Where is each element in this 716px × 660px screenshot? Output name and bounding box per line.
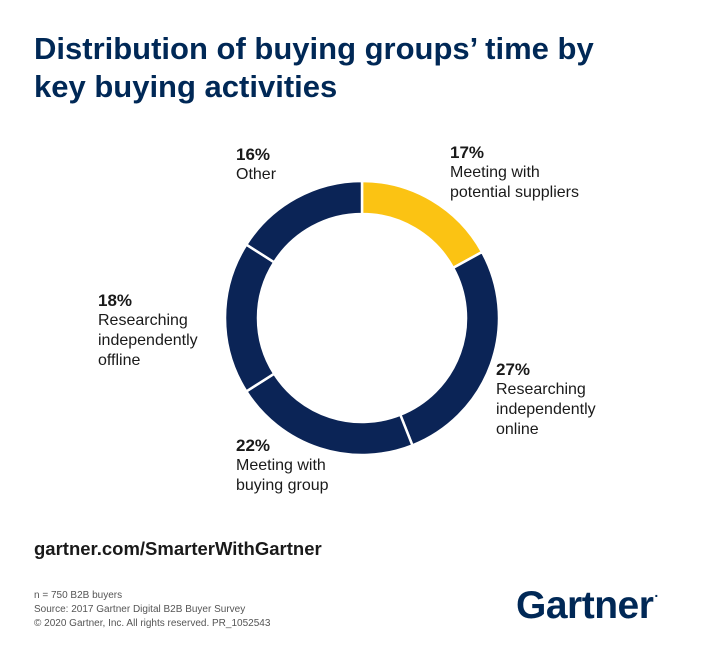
slice-label-meeting-buying-group: 22% Meeting with buying group <box>236 436 329 496</box>
slice-text: Meeting with <box>236 457 326 474</box>
slice-pct: 27% <box>496 360 531 379</box>
slice-text: Researching <box>98 312 188 329</box>
slice-text: independently <box>496 401 596 418</box>
donut-slice-5 <box>244 179 364 264</box>
slice-pct: 17% <box>450 143 485 162</box>
slice-text: Researching <box>496 381 586 398</box>
footnote-sample: n = 750 B2B buyers <box>34 590 123 601</box>
slice-text: online <box>496 421 539 438</box>
chart-title-line-1: Distribution of buying groups’ time by <box>34 31 594 66</box>
slice-text: independently <box>98 332 198 349</box>
chart-title: Distribution of buying groups’ time by k… <box>34 30 694 106</box>
logo-mark: . <box>654 584 658 600</box>
slice-label-other: 16% Other <box>236 145 276 185</box>
footnotes: n = 750 B2B buyers Source: 2017 Gartner … <box>34 589 270 631</box>
footnote-copyright: © 2020 Gartner, Inc. All rights reserved… <box>34 618 271 629</box>
slice-pct: 22% <box>236 436 271 455</box>
slice-pct: 18% <box>98 291 133 310</box>
chart-title-line-2: key buying activities <box>34 69 338 104</box>
slice-label-meeting-suppliers: 17% Meeting with potential suppliers <box>450 143 579 203</box>
footnote-source: Source: 2017 Gartner Digital B2B Buyer S… <box>34 604 246 615</box>
slice-text: potential suppliers <box>450 184 579 201</box>
slice-pct: 16% <box>236 145 271 164</box>
gartner-logo: Gartner. <box>516 584 658 628</box>
slice-text: buying group <box>236 477 329 494</box>
slice-text: offline <box>98 352 141 369</box>
slice-label-researching-online: 27% Researching independently online <box>496 360 596 440</box>
slice-label-researching-offline: 18% Researching independently offline <box>98 291 198 371</box>
source-url-link[interactable]: gartner.com/SmarterWithGartner <box>34 538 322 559</box>
slice-text: Meeting with <box>450 164 540 181</box>
slice-text: Other <box>236 166 277 183</box>
donut-slice-2 <box>398 250 501 448</box>
donut-slice-4 <box>223 242 276 394</box>
logo-text: Gartner <box>516 584 654 627</box>
